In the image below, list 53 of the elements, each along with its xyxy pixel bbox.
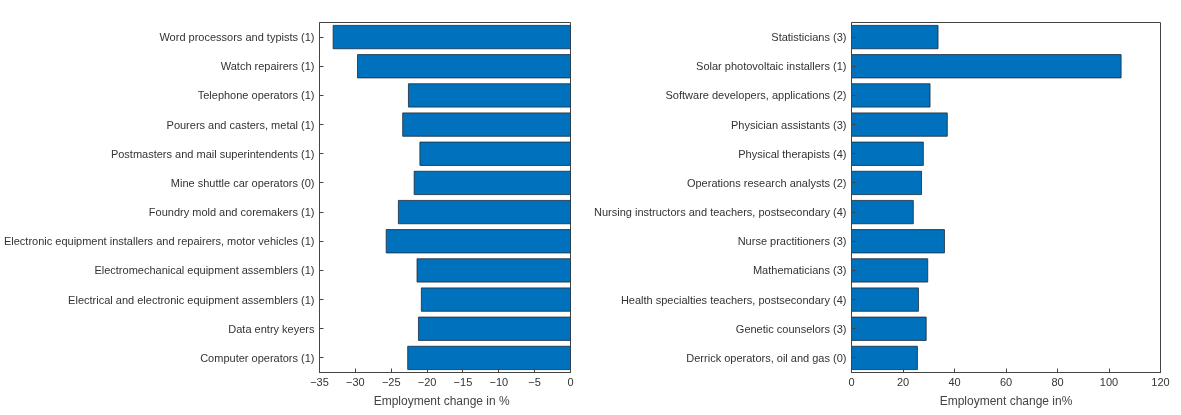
- y-tick-label: Health specialties teachers, postsecondary (4): [620, 293, 847, 306]
- y-tick-label: Solar photovoltaic installers (1): [696, 60, 847, 73]
- y-tick-label: Computer operators (1): [200, 351, 315, 364]
- y-tick-label: Electromechanical equipment assemblers (1): [94, 264, 315, 277]
- y-tick-label: Data entry keyers: [228, 322, 315, 335]
- x-tick-label: 0: [848, 375, 855, 388]
- y-tick-label: Word processors and typists (1): [159, 31, 315, 44]
- x-tick-label: −30: [346, 375, 365, 388]
- bar: [851, 54, 1122, 79]
- y-tick-label: Physician assistants (3): [730, 118, 847, 131]
- x-axis-title: Employment change in %: [373, 393, 511, 408]
- bar: [851, 229, 945, 254]
- bar: [851, 287, 919, 312]
- x-tick-label: 40: [948, 375, 961, 388]
- bar: [851, 112, 948, 137]
- bar: [851, 200, 914, 225]
- x-tick-label: 100: [1099, 375, 1119, 388]
- y-tick-label: Derrick operators, oil and gas (0): [686, 351, 847, 364]
- y-tick-label: Electrical and electronic equipment assemblers (1): [68, 293, 315, 306]
- x-tick-label: −35: [310, 375, 329, 388]
- x-tick-label: −5: [528, 375, 541, 388]
- bar: [851, 345, 918, 370]
- x-tick-label: 20: [896, 375, 910, 388]
- y-tick-label: Operations research analysts (2): [686, 176, 847, 189]
- y-tick-label: Genetic counselors (3): [735, 322, 847, 335]
- y-tick-label: Nurse practitioners (3): [737, 235, 847, 248]
- y-tick-label: Postmasters and mail superintendents (1): [110, 147, 315, 160]
- bar: [851, 316, 927, 341]
- x-tick-label: −10: [489, 375, 509, 388]
- x-axis-title: Employment change in%: [939, 393, 1073, 408]
- x-tick-label: −25: [381, 375, 401, 388]
- y-tick-label: Watch repairers (1): [220, 60, 315, 73]
- bar: [851, 170, 922, 195]
- y-tick-label: Pourers and casters, metal (1): [166, 118, 315, 131]
- y-tick-label: Statisticians (3): [771, 31, 847, 44]
- y-tick-label: Mine shuttle car operators (0): [170, 176, 315, 189]
- y-tick-label: Foundry mold and coremakers (1): [148, 206, 315, 219]
- bar: [851, 83, 931, 108]
- bar: [851, 141, 924, 166]
- x-tick-label: −15: [453, 375, 473, 388]
- y-tick-label: Nursing instructors and teachers, postsecondary (4): [593, 206, 847, 219]
- y-tick-label: Electronic equipment installers and repairers, motor vehicles (1): [3, 235, 315, 248]
- y-tick-label: Physical therapists (4): [738, 147, 847, 160]
- x-tick-label: 120: [1151, 375, 1170, 388]
- x-tick-label: 80: [1051, 375, 1064, 388]
- bar: [851, 258, 929, 283]
- y-tick-label: Mathematicians (3): [752, 264, 847, 277]
- x-tick-label: 60: [999, 375, 1013, 388]
- x-tick-label: 0: [567, 375, 574, 388]
- bar: [851, 25, 939, 50]
- x-tick-label: −20: [417, 375, 437, 388]
- y-tick-label: Software developers, applications (2): [665, 89, 847, 102]
- y-tick-label: Telephone operators (1): [197, 89, 315, 102]
